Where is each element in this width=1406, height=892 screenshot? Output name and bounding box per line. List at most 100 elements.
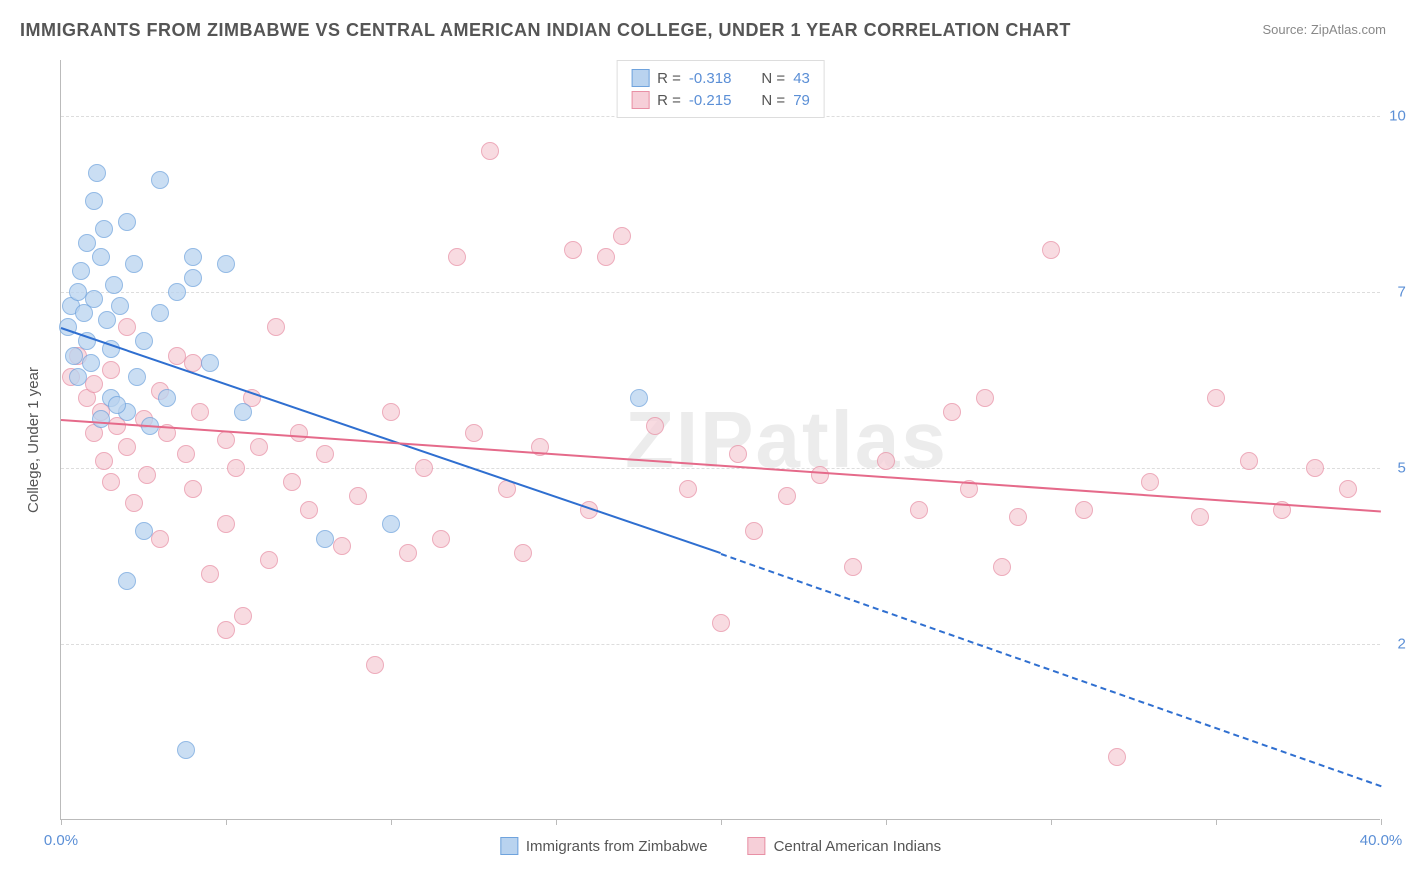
scatter-point bbox=[184, 248, 202, 266]
scatter-point bbox=[679, 480, 697, 498]
scatter-point bbox=[877, 452, 895, 470]
gridline bbox=[61, 644, 1380, 645]
x-tick bbox=[1381, 819, 1382, 825]
series-legend-item: Immigrants from Zimbabwe bbox=[500, 837, 708, 855]
scatter-point bbox=[135, 332, 153, 350]
legend-r-label: R = bbox=[657, 92, 681, 109]
scatter-point bbox=[168, 283, 186, 301]
x-tick bbox=[391, 819, 392, 825]
scatter-point bbox=[844, 558, 862, 576]
scatter-point bbox=[448, 248, 466, 266]
scatter-point bbox=[184, 269, 202, 287]
scatter-point bbox=[128, 368, 146, 386]
scatter-point bbox=[349, 487, 367, 505]
scatter-point bbox=[290, 424, 308, 442]
scatter-point bbox=[333, 537, 351, 555]
scatter-point bbox=[1207, 389, 1225, 407]
chart-title: IMMIGRANTS FROM ZIMBABWE VS CENTRAL AMER… bbox=[20, 20, 1071, 41]
scatter-point bbox=[191, 403, 209, 421]
legend-r-value: -0.215 bbox=[689, 92, 732, 109]
scatter-point bbox=[158, 389, 176, 407]
y-tick-label: 100.0% bbox=[1385, 108, 1406, 125]
scatter-point bbox=[1240, 452, 1258, 470]
x-tick-label: 0.0% bbox=[44, 832, 78, 849]
scatter-point bbox=[102, 473, 120, 491]
scatter-point bbox=[1191, 508, 1209, 526]
scatter-point bbox=[943, 403, 961, 421]
scatter-point bbox=[1339, 480, 1357, 498]
scatter-point bbox=[118, 572, 136, 590]
scatter-point bbox=[514, 544, 532, 562]
scatter-point bbox=[597, 248, 615, 266]
source-label: Source: ZipAtlas.com bbox=[1262, 22, 1386, 37]
gridline bbox=[61, 292, 1380, 293]
scatter-point bbox=[78, 234, 96, 252]
scatter-point bbox=[267, 318, 285, 336]
legend-row: R = -0.215 N = 79 bbox=[631, 89, 810, 111]
scatter-point bbox=[184, 480, 202, 498]
y-tick-label: 75.0% bbox=[1385, 284, 1406, 301]
y-axis-label: College, Under 1 year bbox=[25, 367, 42, 513]
scatter-point bbox=[283, 473, 301, 491]
x-tick-label: 40.0% bbox=[1360, 832, 1403, 849]
scatter-point bbox=[88, 164, 106, 182]
scatter-point bbox=[481, 142, 499, 160]
scatter-point bbox=[366, 656, 384, 674]
scatter-point bbox=[177, 445, 195, 463]
scatter-point bbox=[564, 241, 582, 259]
scatter-point bbox=[125, 494, 143, 512]
scatter-point bbox=[125, 255, 143, 273]
series-name: Central American Indians bbox=[774, 838, 942, 855]
scatter-point bbox=[316, 530, 334, 548]
scatter-point bbox=[95, 452, 113, 470]
x-tick bbox=[61, 819, 62, 825]
scatter-point bbox=[1075, 501, 1093, 519]
scatter-point bbox=[300, 501, 318, 519]
legend-n-value: 79 bbox=[793, 92, 810, 109]
scatter-point bbox=[151, 304, 169, 322]
scatter-point bbox=[432, 530, 450, 548]
scatter-point bbox=[1141, 473, 1159, 491]
scatter-point bbox=[217, 621, 235, 639]
scatter-point bbox=[65, 347, 83, 365]
scatter-point bbox=[1042, 241, 1060, 259]
legend-swatch bbox=[748, 837, 766, 855]
legend-swatch bbox=[631, 69, 649, 87]
scatter-point bbox=[118, 438, 136, 456]
trendline bbox=[61, 419, 1381, 512]
scatter-point bbox=[72, 262, 90, 280]
legend-row: R = -0.318N = 43 bbox=[631, 67, 810, 89]
scatter-point bbox=[105, 276, 123, 294]
x-tick bbox=[886, 819, 887, 825]
scatter-point bbox=[168, 347, 186, 365]
scatter-point bbox=[151, 530, 169, 548]
scatter-point bbox=[415, 459, 433, 477]
legend-swatch bbox=[500, 837, 518, 855]
scatter-point bbox=[613, 227, 631, 245]
scatter-point bbox=[135, 522, 153, 540]
scatter-point bbox=[217, 515, 235, 533]
x-tick bbox=[556, 819, 557, 825]
scatter-point bbox=[399, 544, 417, 562]
scatter-point bbox=[85, 192, 103, 210]
scatter-point bbox=[82, 354, 100, 372]
scatter-point bbox=[201, 565, 219, 583]
x-tick bbox=[1216, 819, 1217, 825]
series-name: Immigrants from Zimbabwe bbox=[526, 838, 708, 855]
scatter-point bbox=[729, 445, 747, 463]
scatter-point bbox=[382, 403, 400, 421]
series-legend: Immigrants from Zimbabwe Central American… bbox=[500, 837, 941, 855]
scatter-point bbox=[201, 354, 219, 372]
scatter-point bbox=[85, 375, 103, 393]
scatter-point bbox=[234, 403, 252, 421]
scatter-point bbox=[217, 431, 235, 449]
scatter-point bbox=[465, 424, 483, 442]
scatter-point bbox=[69, 368, 87, 386]
trendline-dashed bbox=[721, 553, 1382, 787]
scatter-point bbox=[98, 311, 116, 329]
scatter-point bbox=[1108, 748, 1126, 766]
scatter-point bbox=[745, 522, 763, 540]
scatter-point bbox=[778, 487, 796, 505]
legend-n-label: N = bbox=[761, 92, 785, 109]
scatter-point bbox=[976, 389, 994, 407]
